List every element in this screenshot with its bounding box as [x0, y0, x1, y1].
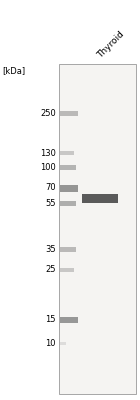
Bar [60, 110, 78, 116]
Text: 100: 100 [40, 162, 56, 172]
Bar [60, 151, 74, 155]
Text: 15: 15 [45, 316, 56, 324]
Bar [60, 200, 76, 206]
Bar [60, 317, 78, 323]
Bar [59, 64, 136, 394]
Text: [kDa]: [kDa] [2, 66, 25, 75]
Text: 10: 10 [45, 338, 56, 348]
Bar [60, 246, 76, 252]
Text: 35: 35 [45, 244, 56, 254]
Bar [60, 342, 66, 344]
Text: 250: 250 [40, 108, 56, 118]
Text: 130: 130 [40, 148, 56, 158]
Text: 25: 25 [45, 266, 56, 274]
Bar [60, 184, 78, 192]
Bar [82, 194, 118, 202]
Text: 70: 70 [45, 184, 56, 192]
Text: Thyroid: Thyroid [96, 30, 126, 60]
Bar [60, 164, 76, 170]
Bar [60, 268, 74, 272]
Text: 55: 55 [45, 198, 56, 208]
